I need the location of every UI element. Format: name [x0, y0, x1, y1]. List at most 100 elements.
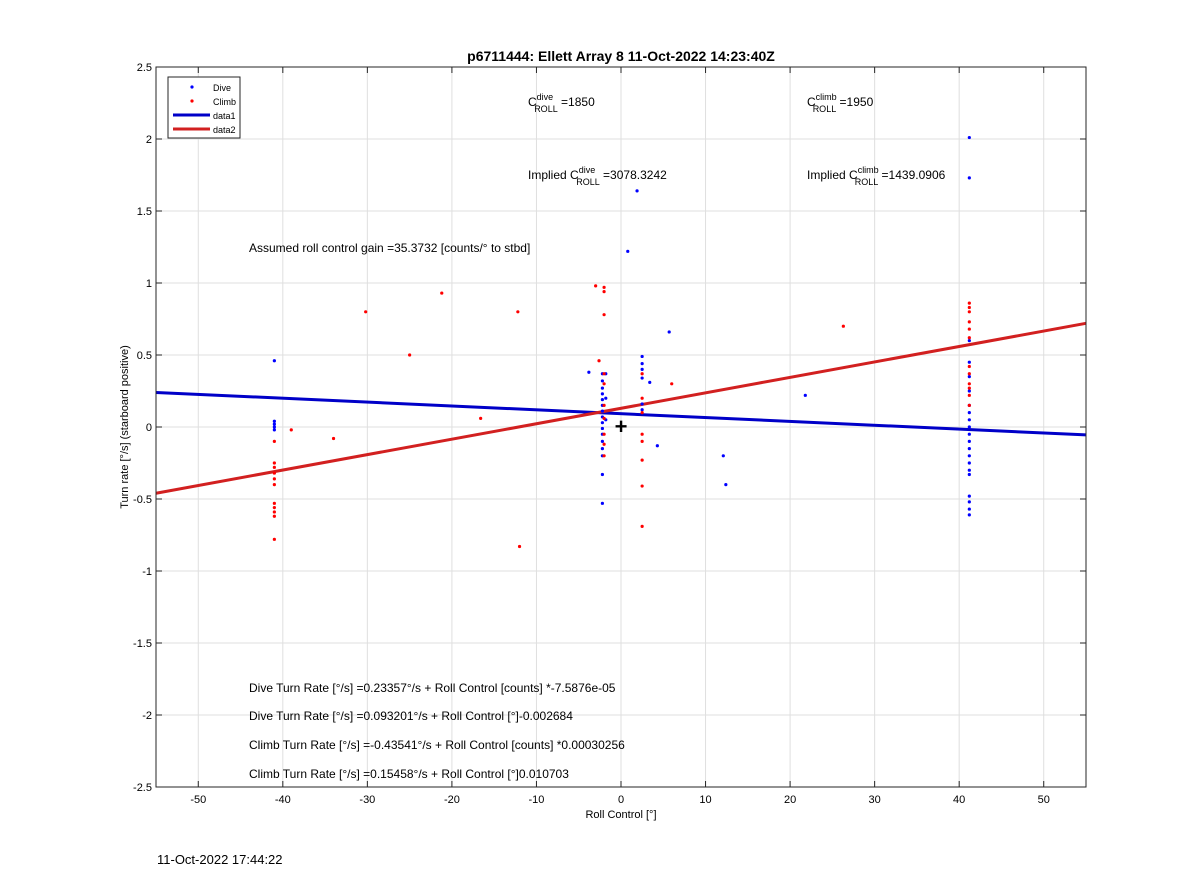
x-tick-label: 30 — [869, 794, 881, 806]
dive-point — [967, 176, 971, 180]
y-tick-label: -0.5 — [133, 494, 152, 506]
fit-line-data2 — [155, 321, 1087, 495]
dive-point — [272, 422, 276, 426]
climb-point — [640, 396, 644, 400]
dive-point — [967, 472, 971, 477]
dive-point — [640, 402, 644, 406]
y-tick-label: -1.5 — [133, 638, 152, 650]
y-tick-label: -1 — [142, 566, 152, 578]
climb-point — [967, 305, 971, 310]
climb-point — [516, 310, 520, 314]
dive-point — [600, 386, 605, 390]
climb-point — [841, 324, 845, 328]
dive-point — [967, 135, 971, 140]
c-roll-dive-annotation: Cdive ROLL =1850 — [528, 92, 595, 114]
climb-point — [594, 284, 598, 288]
climb-point — [272, 483, 276, 487]
climb-point — [967, 372, 971, 376]
x-tick-label: -50 — [190, 794, 206, 806]
dive-point — [600, 421, 605, 425]
climb-point — [272, 514, 276, 518]
fit-lines — [155, 321, 1087, 495]
x-tick-label: 20 — [784, 794, 796, 806]
climb-point — [967, 364, 971, 369]
climb-point — [272, 465, 276, 469]
axis-ticks: -50 -40 -30 -20 -10 0 10 20 30 40 50-2.5-2-1.5-1-0… — [133, 62, 1086, 806]
dive-point — [967, 389, 971, 393]
dive-point — [626, 249, 630, 253]
dive-point — [967, 500, 971, 504]
y-tick-label: 2.5 — [137, 62, 152, 74]
climb-point — [602, 454, 606, 458]
dive-point — [655, 444, 659, 448]
dive-point — [640, 354, 644, 359]
climb-point — [967, 320, 971, 324]
dive-point — [640, 408, 644, 412]
climb-point — [640, 411, 644, 415]
climb-point — [517, 544, 522, 549]
x-tick-label: -30 — [359, 794, 375, 806]
dive-point — [967, 360, 971, 364]
climb-point — [331, 436, 336, 441]
x-tick-label: 50 — [1038, 794, 1050, 806]
climb-point — [640, 439, 644, 443]
dive-point — [604, 396, 608, 400]
legend-data2-label: data2 — [213, 125, 236, 135]
dive-point — [600, 426, 605, 431]
dive-point — [587, 370, 591, 374]
dive-point — [272, 359, 276, 363]
climb-point — [602, 290, 606, 294]
legend: Dive Climb data1 data2 — [167, 76, 241, 139]
y-axis-label: Turn rate [°/s] (starboard positive) — [119, 345, 131, 509]
x-tick-label: -10 — [529, 794, 545, 806]
dive-point — [600, 439, 605, 443]
climb-point — [640, 432, 644, 436]
climb-point — [640, 458, 644, 462]
climb-point — [967, 382, 971, 386]
dive-point — [600, 379, 605, 383]
dive-point — [724, 483, 728, 487]
dive-point — [648, 380, 652, 384]
dive-point — [272, 428, 276, 432]
dive-point — [667, 330, 671, 334]
dive-point — [967, 513, 971, 517]
dive-point — [967, 447, 971, 451]
dive-point — [600, 447, 605, 451]
climb-point — [440, 291, 444, 295]
dive-point — [967, 375, 971, 379]
data-points — [272, 135, 971, 549]
dive-point — [967, 418, 971, 422]
x-tick-label: -20 — [444, 794, 460, 806]
y-tick-label: -2.5 — [133, 782, 152, 794]
climb-degrees-equation: Climb Turn Rate [°/s] =0.15458°/s + Roll… — [249, 767, 569, 781]
y-tick-label: 1 — [146, 278, 152, 290]
climb-point — [272, 501, 276, 505]
legend-dive-label: Dive — [213, 83, 231, 93]
dive-point — [721, 454, 725, 458]
legend-data1-label: data1 — [213, 111, 236, 121]
legend-dive-marker — [190, 85, 194, 89]
y-tick-label: 0.5 — [137, 350, 152, 362]
x-tick-label: 0 — [618, 794, 624, 806]
climb-point — [640, 524, 644, 528]
dive-point — [967, 507, 971, 511]
climb-point — [272, 506, 276, 510]
climb-point — [967, 403, 971, 407]
dive-point — [967, 454, 971, 458]
x-tick-label: -40 — [275, 794, 291, 806]
dive-point — [635, 189, 639, 193]
dive-point — [600, 472, 605, 477]
climb-point — [479, 416, 483, 420]
climb-counts-equation: Climb Turn Rate [°/s] =-0.43541°/s + Rol… — [249, 738, 625, 752]
climb-point — [967, 393, 971, 397]
dive-point — [967, 461, 971, 465]
figure-timestamp: 11-Oct-2022 17:44:22 — [157, 852, 283, 867]
dive-point — [640, 362, 644, 366]
dive-point — [600, 398, 605, 402]
dive-point — [967, 468, 971, 472]
climb-point — [602, 382, 606, 386]
climb-point — [967, 336, 971, 340]
climb-point — [967, 310, 971, 314]
climb-point — [364, 310, 368, 314]
climb-point — [602, 313, 606, 317]
